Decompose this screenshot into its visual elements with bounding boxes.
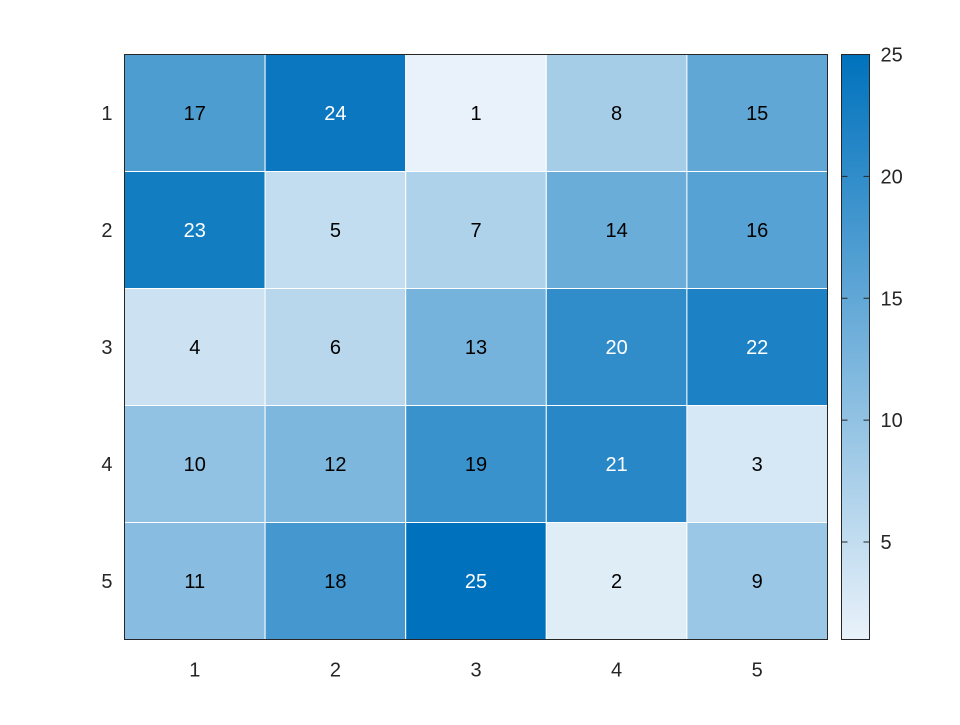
- cell-value-label: 4: [189, 337, 200, 359]
- x-tick-label: 4: [611, 660, 622, 682]
- heatmap-cell-r1-c2: [264, 54, 407, 172]
- cell-value-label: 20: [605, 337, 627, 359]
- cell-value-label: 24: [324, 103, 346, 125]
- cell-value-label: 16: [746, 220, 768, 242]
- heatmap-cell-r5-c5: [686, 522, 829, 640]
- colorbar-tick-label: 25: [881, 45, 903, 67]
- heatmap-cell-r4-c5: [686, 405, 829, 523]
- heatmap-cell-r3-c3: [405, 288, 547, 406]
- heatmap-cell-r3-c4: [545, 288, 688, 406]
- heatmap-cell-r1-c5: [686, 54, 829, 172]
- x-tick-label: 1: [189, 660, 200, 682]
- y-tick-label: 3: [101, 337, 112, 359]
- y-tick-label: 2: [101, 220, 112, 242]
- heatmap-cell-r3-c5: [686, 288, 829, 406]
- cell-value-label: 10: [184, 454, 206, 476]
- cell-value-label: 11: [184, 571, 205, 593]
- heatmap-cell-r5-c1: [124, 522, 266, 640]
- x-tick-label: 5: [752, 660, 763, 682]
- cell-value-label: 8: [611, 103, 622, 125]
- cell-value-label: 5: [330, 220, 341, 242]
- heatmap-cell-r2-c1: [124, 171, 266, 289]
- cell-value-label: 23: [184, 220, 206, 242]
- heatmap-cell-r4-c3: [405, 405, 547, 523]
- cell-value-label: 3: [752, 454, 763, 476]
- heatmap-cell-r3-c2: [264, 288, 407, 406]
- heatmap-cell-r2-c3: [405, 171, 547, 289]
- heatmap-cell-r4-c2: [264, 405, 407, 523]
- cell-value-label: 21: [605, 454, 627, 476]
- cell-value-label: 18: [324, 571, 346, 593]
- plot-frame: [124, 54, 828, 640]
- cell-value-label: 12: [324, 454, 346, 476]
- cell-value-label: 15: [746, 103, 768, 125]
- colorbar-gradient: [841, 54, 870, 640]
- colorbar: 5 10 15 20 25: [841, 45, 903, 640]
- heatmap-cell-r1-c1: [124, 54, 266, 172]
- cell-value-label: 1: [470, 103, 481, 125]
- cell-value-label: 22: [746, 337, 768, 359]
- colorbar-ticks: 5 10 15 20 25: [841, 45, 903, 554]
- colorbar-tick-label: 15: [881, 288, 903, 310]
- heatmap-cell-r5-c2: [264, 522, 407, 640]
- cell-value-label: 7: [470, 220, 481, 242]
- cell-value-label: 2: [611, 571, 622, 593]
- heatmap-cell-r2-c5: [686, 171, 829, 289]
- x-tick-label: 3: [470, 660, 481, 682]
- heatmap-cell-r5-c3: [405, 522, 547, 640]
- y-tick-label: 5: [101, 571, 112, 593]
- y-tick-label: 1: [101, 103, 112, 125]
- colorbar-tick-label: 10: [881, 410, 903, 432]
- colorbar-tick-label: 20: [881, 166, 903, 188]
- cell-value-label: 14: [605, 220, 627, 242]
- y-axis-tick-labels: 1 2 3 4 5: [101, 103, 112, 593]
- cell-value-label: 13: [465, 337, 487, 359]
- heatmap-cell-r4-c4: [545, 405, 688, 523]
- cell-value-label: 25: [465, 571, 487, 593]
- cell-value-label: 19: [465, 454, 487, 476]
- x-axis-tick-labels: 1 2 3 4 5: [189, 660, 763, 682]
- y-tick-label: 4: [101, 454, 112, 476]
- heatmap-cell-r1-c4: [545, 54, 688, 172]
- colorbar-tick-label: 5: [881, 532, 892, 554]
- x-tick-label: 2: [330, 660, 341, 682]
- cell-value-label: 9: [752, 571, 763, 593]
- cell-value-label: 17: [184, 103, 206, 125]
- cell-value-label: 6: [330, 337, 341, 359]
